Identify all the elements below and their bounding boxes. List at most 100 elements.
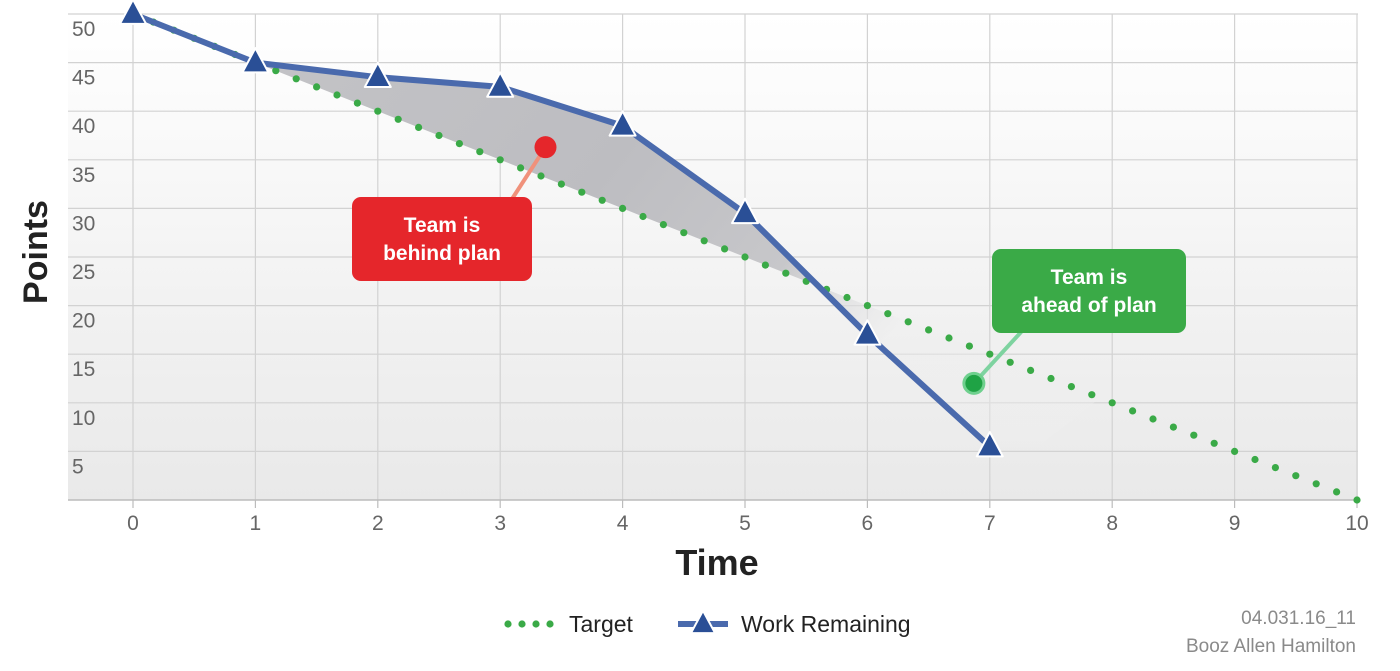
callout-box [352,197,532,281]
axes: 0 1 2 3 4 5 6 7 8 9 105101520253035404550TimePoint… [17,18,1369,583]
work-remaining-marker [608,110,637,137]
x-axis-title: Time [675,542,758,583]
x-tick-label: 9 [1229,512,1241,535]
target-dot [598,196,606,204]
callout-text-line: Team is [1051,266,1128,289]
target-dot [455,140,463,148]
target-dot [517,164,525,172]
behind-plan-callout: Team is behind plan [352,136,557,281]
work-remaining-marker [119,0,147,25]
target-dot [1190,431,1198,439]
target-dot [863,302,872,310]
callout-text-line: Team is [404,214,481,237]
legend-target-dot [518,620,526,628]
target-dot [659,221,668,229]
x-tick-label: 0 [127,512,139,535]
target-dot [700,237,708,245]
target-dot [639,212,647,221]
footer-code: 04.031.16_11 [1241,608,1356,629]
gap-fill [133,14,1100,447]
x-tick-label: 6 [862,512,874,535]
target-dot [353,99,361,107]
series [119,0,1361,504]
footer-company: Booz Allen Hamilton [1186,636,1356,657]
target-dot [1333,488,1341,496]
target-dot [374,107,382,115]
target-dot [476,148,484,156]
x-tick-label: 2 [372,512,384,535]
target-dot [843,293,851,302]
x-tick-label: 1 [250,512,262,535]
target-dot [578,188,586,196]
target-dot [904,318,912,326]
footer: 04.031.16_11 Booz Allen Hamilton [1186,608,1356,657]
target-dot [884,310,892,318]
work-remaining-marker [853,319,882,346]
y-tick-label: 35 [72,164,95,187]
target-dot [1067,383,1075,391]
legend-work-marker [690,609,716,635]
y-tick-label: 30 [72,212,95,235]
target-dot [292,75,300,83]
y-tick-label: 25 [72,261,95,284]
work-remaining-marker [731,197,759,225]
target-dot [1312,480,1320,488]
work-gap-area [133,14,1100,447]
x-tick-label: 4 [617,512,629,535]
x-tick-label: 7 [984,512,996,535]
callout-box [992,249,1186,333]
target-dot [1292,472,1300,480]
ahead-of-plan-callout: Team is ahead of plan [962,249,1186,395]
target-dot [496,156,504,164]
target-dot [1108,399,1116,407]
target-dot [965,342,974,350]
target-dot [619,204,627,212]
target-dot [415,123,423,131]
y-tick-label: 5 [72,455,84,478]
y-tick-label: 15 [72,358,95,381]
work-remaining-marker [486,71,515,98]
work-remaining-marker [975,431,1004,458]
target-dot [945,334,953,342]
target-dot [1251,455,1259,464]
target-dot [925,326,933,334]
y-tick-label: 45 [72,67,95,90]
x-tick-label: 10 [1345,512,1368,535]
legend-target-dot [504,620,512,628]
target-dot [272,67,280,75]
target-dot [1006,358,1014,366]
target-dot [1149,415,1157,423]
x-tick-label: 8 [1106,512,1118,535]
x-tick-label: 3 [494,512,506,535]
target-dot [1169,423,1177,431]
y-tick-label: 40 [72,115,95,138]
callout-text-line: behind plan [383,242,501,265]
target-dot [394,115,402,123]
target-dot [1047,374,1055,383]
target-dot [435,131,443,140]
target-dot [1027,366,1035,374]
legend: Target Work Remaining [504,609,911,637]
annotations: Team is behind plan Team is ahead of plan [352,136,1186,395]
y-tick-label: 10 [72,407,95,430]
callout-text-line: ahead of plan [1021,294,1156,317]
target-dot [1210,439,1218,447]
ahead-of-plan-point [962,371,986,395]
x-tick-label: 5 [739,512,751,535]
target-dot [1129,407,1137,415]
target-dot [313,83,321,91]
target-dot [741,253,749,261]
target-dot [333,91,341,99]
behind-plan-point [534,136,557,159]
target-dot [1271,464,1279,472]
work-remaining-line [130,11,993,450]
y-tick-label: 20 [72,310,95,333]
target-dot [537,172,545,180]
y-axis-title: Points [17,200,55,304]
target-dot [557,180,566,188]
target-dot [1353,496,1361,504]
target-dot [761,261,770,269]
legend-work-label: Work Remaining [741,611,911,637]
